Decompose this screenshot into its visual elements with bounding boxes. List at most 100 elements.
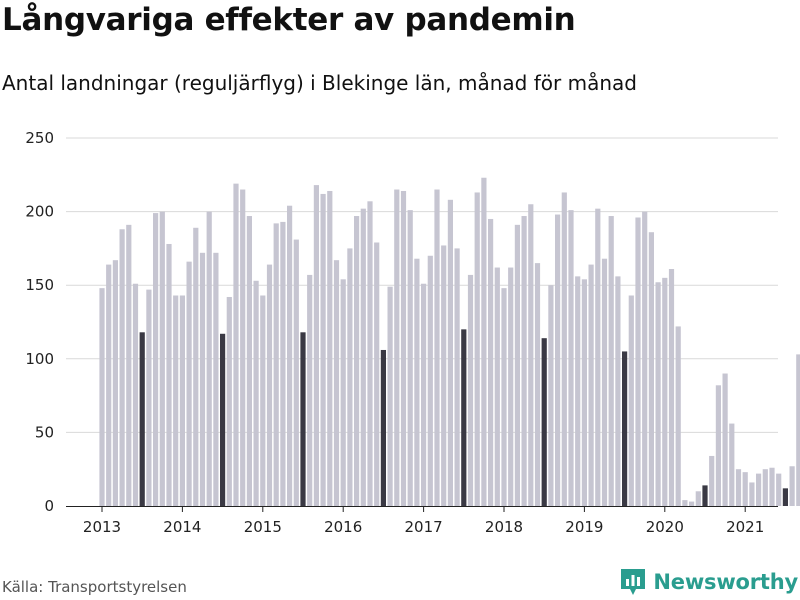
bar xyxy=(622,351,628,506)
bar xyxy=(581,279,587,506)
bar xyxy=(474,192,480,506)
bar xyxy=(233,183,239,506)
x-tick-label: 2015 xyxy=(244,518,282,536)
bar xyxy=(682,500,688,506)
bar xyxy=(367,201,373,507)
x-tick-label: 2019 xyxy=(565,518,603,536)
bar xyxy=(655,282,661,506)
x-tick-label: 2016 xyxy=(324,518,362,536)
bar xyxy=(327,190,333,507)
bar xyxy=(287,205,293,506)
bar xyxy=(776,473,782,506)
x-tick-label: 2017 xyxy=(405,518,443,536)
bar xyxy=(220,333,226,506)
bar xyxy=(514,224,520,506)
bar xyxy=(695,491,701,506)
x-tick-label: 2018 xyxy=(485,518,523,536)
bar xyxy=(461,329,467,506)
bar xyxy=(394,189,400,506)
bar xyxy=(756,473,762,506)
bar xyxy=(561,192,567,506)
bar xyxy=(541,338,547,506)
chart-subtitle: Antal landningar (reguljärflyg) i Blekin… xyxy=(2,71,637,95)
bar xyxy=(407,210,413,506)
bar xyxy=(548,285,554,506)
bar xyxy=(253,280,259,506)
bar xyxy=(635,217,641,507)
bar xyxy=(199,252,206,506)
bar xyxy=(789,466,795,506)
bar xyxy=(521,216,527,506)
bar xyxy=(213,252,219,506)
bar xyxy=(488,218,494,506)
bar xyxy=(608,216,614,506)
chart-title: Långvariga effekter av pandemin xyxy=(2,2,576,38)
bar xyxy=(193,227,199,507)
bar xyxy=(126,224,132,506)
bar xyxy=(782,488,788,506)
bar xyxy=(307,274,313,506)
newsworthy-logo-icon xyxy=(621,569,646,595)
bars xyxy=(99,177,800,507)
bar xyxy=(240,189,246,506)
bar xyxy=(119,229,125,506)
brand-name: Newsworthy xyxy=(653,570,798,594)
bar xyxy=(266,264,273,506)
bar xyxy=(347,248,353,506)
bar xyxy=(675,326,681,506)
bar xyxy=(414,258,420,506)
bar xyxy=(380,349,386,506)
x-tick-label: 2020 xyxy=(646,518,684,536)
bar xyxy=(320,193,326,506)
bar xyxy=(387,286,393,506)
bar xyxy=(206,211,212,506)
source-note: Källa: Transportstyrelsen xyxy=(2,578,187,596)
y-tick-label: 100 xyxy=(25,350,54,368)
bar xyxy=(615,276,621,506)
bar xyxy=(246,216,252,506)
bar xyxy=(762,469,768,506)
x-tick-label: 2013 xyxy=(83,518,121,536)
bar xyxy=(715,385,721,506)
bar xyxy=(273,223,279,506)
bar xyxy=(628,295,634,506)
bar xyxy=(662,277,668,506)
bar xyxy=(159,211,165,506)
bar xyxy=(689,501,695,506)
bar xyxy=(360,208,366,506)
bar xyxy=(722,373,728,506)
bar xyxy=(494,267,500,506)
bar xyxy=(186,261,192,506)
bar xyxy=(112,260,118,506)
bar xyxy=(153,213,159,506)
bar xyxy=(528,204,534,507)
x-tick-label: 2021 xyxy=(726,518,764,536)
bar xyxy=(742,472,748,506)
x-tick-label: 2014 xyxy=(163,518,201,536)
brand-logo-link[interactable]: Newsworthy xyxy=(619,567,798,597)
bar xyxy=(555,214,561,507)
bar-chart: 0 50 100 150 200 250 2013 2014 2015 2016 2017 2018… xyxy=(25,129,800,536)
bar xyxy=(568,210,574,506)
bar xyxy=(427,255,433,506)
bar xyxy=(467,274,474,506)
bar xyxy=(588,264,594,506)
y-tick-label: 50 xyxy=(35,423,54,441)
bar xyxy=(293,239,299,506)
bar xyxy=(501,288,507,506)
bar xyxy=(340,279,346,506)
bar xyxy=(648,232,654,506)
bar xyxy=(374,242,380,506)
bar xyxy=(735,469,742,506)
bar xyxy=(166,243,172,507)
bar xyxy=(441,245,447,506)
bar xyxy=(447,199,453,506)
bar xyxy=(260,295,266,506)
bar xyxy=(226,296,232,506)
bar xyxy=(769,467,775,506)
bar xyxy=(729,423,735,506)
bar xyxy=(481,177,487,507)
bar xyxy=(300,332,306,506)
bar xyxy=(702,485,708,506)
bar xyxy=(796,354,800,506)
